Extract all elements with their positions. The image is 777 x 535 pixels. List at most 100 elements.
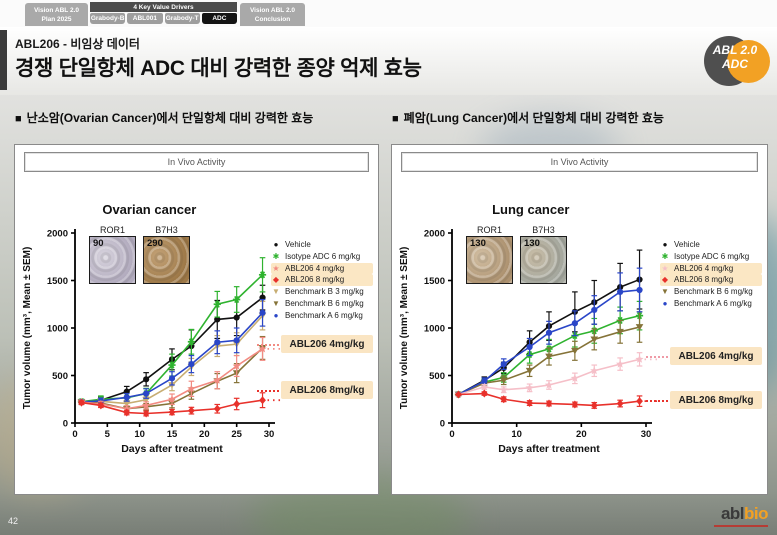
legend-item: ★ ABL206 4 mg/kg [660, 262, 762, 275]
svg-text:0: 0 [63, 418, 68, 429]
legend-label: ABL206 4 mg/kg [285, 263, 345, 273]
nav-tab-grabody-b[interactable]: Grabody-B [90, 13, 126, 24]
logo-abl-text: abl [720, 503, 745, 523]
hscore-value: 130 [470, 238, 486, 249]
svg-text:20: 20 [199, 429, 210, 440]
svg-text:5: 5 [105, 429, 111, 440]
legend-item: ● Benchmark A 6 mg/kg [660, 298, 762, 310]
hscore-value: 90 [93, 238, 104, 249]
legend-label: ABL206 8 mg/kg [674, 275, 734, 285]
ihc-tissue-image: 130 [520, 236, 567, 284]
slide-subtitle: ABL206 - 비임상 데이터 [15, 37, 140, 51]
nav-tab-abl001[interactable]: ABL001 [127, 13, 163, 24]
legend-marker-icon: ● [662, 298, 668, 308]
legend-marker-icon: ▼ [272, 298, 280, 308]
svg-text:1500: 1500 [424, 276, 445, 287]
ihc-insets: ROR1 130 B7H3 130 [466, 225, 567, 284]
svg-text:10: 10 [511, 429, 522, 440]
page-number: 42 [8, 516, 19, 526]
legend-item: ◆ ABL206 8 mg/kg [271, 274, 373, 287]
svg-text:2000: 2000 [47, 228, 68, 239]
inset-label: B7H3 [155, 225, 178, 235]
ihc-tissue-image: 290 [143, 236, 190, 284]
legend-item: ▼ Benchmark B 6 mg/kg [271, 298, 373, 310]
svg-text:30: 30 [264, 429, 275, 440]
legend-item: ● Vehicle [271, 239, 373, 251]
dotted-leader-line [257, 390, 279, 392]
legend-label: Vehicle [674, 240, 700, 249]
svg-text:0: 0 [449, 429, 454, 440]
bullet-square-icon: ■ [15, 113, 22, 125]
ihc-insets: ROR1 90 B7H3 290 [89, 225, 190, 284]
ihc-inset-b7h3: B7H3 130 [520, 225, 567, 284]
chart-legend: ● Vehicle ✱ Isotype ADC 6 mg/kg ★ ABL206 4 mg… [660, 239, 762, 310]
legend-label: Isotype ADC 6 mg/kg [285, 251, 361, 261]
svg-text:1000: 1000 [424, 323, 445, 334]
callout-abl206-4mgkg: ABL206 4mg/kg [257, 335, 373, 353]
svg-text:500: 500 [429, 371, 445, 382]
nav-tab-adc[interactable]: ADC [201, 13, 237, 24]
legend-label: Benchmark B 6 mg/kg [674, 287, 753, 297]
svg-text:10: 10 [134, 429, 145, 440]
section-header-ovarian: ■ 난소암(Ovarian Cancer)에서 단일항체 대비 강력한 효능 [15, 109, 313, 126]
inset-label: ROR1 [476, 225, 502, 235]
callout-abl206-4mgkg: ABL206 4mg/kg [646, 347, 762, 365]
inset-label: ROR1 [99, 225, 125, 235]
nav-tab-label-line2: Plan 2025 [41, 16, 72, 24]
dotted-leader-line [257, 344, 279, 346]
section-header-lung: ■ 폐암(Lung Cancer)에서 단일항체 대비 강력한 효능 [392, 109, 664, 126]
ovarian-cancer-chart: 0 500 1000 1500 2000 0 5 10 15 20 25 30 Days after t… [22, 228, 283, 455]
legend-marker-icon: ✱ [661, 251, 669, 261]
legend-item: ★ ABL206 4 mg/kg [271, 262, 373, 275]
legend-item: ◆ ABL206 8 mg/kg [660, 274, 762, 287]
section-label: 난소암(Ovarian Cancer)에서 단일항체 대비 강력한 효능 [26, 111, 314, 125]
ihc-tissue-image: 90 [89, 236, 136, 284]
badge-text: ABL 2.0 ADC [704, 43, 766, 72]
panel-ovarian-cancer: In Vivo Activity Ovarian cancer 0 500 1000… [14, 144, 379, 495]
legend-item: ▼ Benchmark B 6 mg/kg [660, 286, 762, 298]
svg-text:0: 0 [440, 418, 445, 429]
ihc-tissue-image: 130 [466, 236, 513, 284]
page-title: 경쟁 단일항체 ADC 대비 강력한 종양 억제 효능 [15, 57, 422, 80]
legend-marker-icon: ● [662, 240, 668, 249]
legend-marker-icon: ★ [661, 263, 669, 273]
svg-text:500: 500 [52, 371, 68, 382]
legend-label: Isotype ADC 6 mg/kg [674, 251, 750, 261]
chart-title-lung: Lung cancer [492, 202, 570, 217]
nav-tab-grabody-t[interactable]: Grabody-T [164, 13, 200, 24]
bullet-square-icon: ■ [392, 113, 399, 125]
nav-tab-vision-plan[interactable]: Vision ABL 2.0 Plan 2025 [25, 3, 88, 26]
legend-label: Benchmark B 6 mg/kg [285, 298, 364, 308]
inset-label: B7H3 [532, 225, 555, 235]
hscore-value: 290 [147, 238, 163, 249]
ihc-inset-ror1: ROR1 130 [466, 225, 513, 284]
svg-text:20: 20 [576, 429, 587, 440]
ihc-inset-b7h3: B7H3 290 [143, 225, 190, 284]
nav-tab-label-line1: Vision ABL 2.0 [249, 7, 296, 14]
svg-text:0: 0 [72, 429, 77, 440]
logo-tagline [714, 524, 768, 527]
lung-cancer-chart: 0 500 1000 1500 2000 0 10 20 30 Days after treatm… [399, 228, 660, 455]
legend-item: ▼ Benchmark B 3 mg/kg [271, 286, 373, 298]
legend-label: Vehicle [285, 240, 311, 249]
dotted-leader-line [646, 356, 668, 358]
nav-tab-vision-conclusion[interactable]: Vision ABL 2.0 Conclusion [240, 3, 305, 26]
svg-text:Tumor volume (mm³, Mean ± SEM): Tumor volume (mm³, Mean ± SEM) [22, 247, 33, 410]
callout-abl206-8mgkg: ABL206 8mg/kg [646, 391, 762, 409]
legend-marker-icon: ◆ [661, 275, 669, 285]
nav-tab-label-line2: Conclusion [254, 16, 291, 24]
chart-legend: ● Vehicle ✱ Isotype ADC 6 mg/kg ★ ABL206 4 mg… [271, 239, 373, 322]
slide-header: ABL206 - 비임상 데이터 경쟁 단일항체 ADC 대비 강력한 종양 억… [0, 27, 777, 95]
top-nav: Vision ABL 2.0 Plan 2025 4 Key Value Dri… [0, 0, 777, 27]
svg-text:Days after treatment: Days after treatment [121, 443, 223, 455]
ablbio-logo: ablbio [714, 503, 769, 527]
svg-text:Tumor volume (mm³, Mean ± SEM): Tumor volume (mm³, Mean ± SEM) [399, 247, 410, 410]
badge-line1: ABL 2.0 [712, 43, 758, 57]
nav-group-key-value-drivers: 4 Key Value Drivers Grabody-B ABL001 Gra… [90, 2, 237, 24]
accent-bar [0, 30, 7, 90]
svg-text:Days after treatment: Days after treatment [498, 443, 600, 455]
legend-marker-icon: ▼ [272, 287, 280, 297]
dotted-leader-line [646, 400, 668, 402]
legend-item: ● Benchmark A 6 mg/kg [271, 310, 373, 322]
